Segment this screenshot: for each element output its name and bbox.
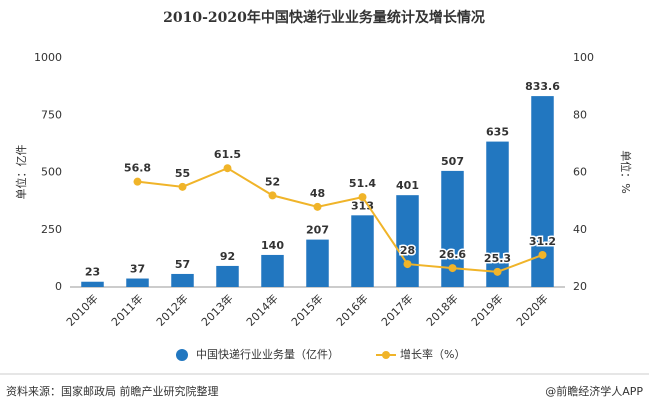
line-point (538, 250, 547, 259)
bar-value-label: 57 (175, 258, 190, 271)
bar (261, 254, 284, 287)
line-value-label: 25.3 (484, 252, 511, 265)
bar (486, 141, 509, 287)
line-value-label: 26.6 (439, 248, 466, 261)
y-tick-label: 250 (41, 223, 62, 236)
bar (351, 215, 374, 287)
y-axis-label: 单位：亿件 (14, 145, 28, 200)
bar-value-label: 833.6 (525, 80, 560, 93)
x-tick-label: 2013年 (198, 291, 235, 328)
bar-value-label: 635 (486, 126, 509, 139)
x-tick-label: 2016年 (333, 291, 370, 328)
line-point (178, 182, 187, 191)
x-tick-label: 2011年 (108, 291, 145, 328)
x-tick-label: 2015年 (288, 291, 325, 328)
x-tick-label: 2017年 (378, 291, 415, 328)
x-tick-label: 2012年 (153, 291, 190, 328)
legend-swatch (382, 351, 390, 359)
bar (531, 96, 554, 288)
line-value-label: 28 (400, 244, 415, 257)
bar-value-label: 401 (396, 179, 419, 192)
y2-tick-label: 40 (573, 223, 587, 236)
legend-label: 中国快递行业业务量（亿件） (196, 347, 339, 361)
line-value-label: 56.8 (124, 162, 151, 175)
y2-tick-label: 100 (573, 51, 594, 64)
bar (306, 239, 329, 287)
bar-value-label: 37 (130, 263, 145, 276)
y2-tick-label: 80 (573, 108, 587, 121)
bar-value-label: 207 (306, 224, 329, 237)
y-tick-label: 750 (41, 108, 62, 121)
bar (126, 278, 149, 287)
line-point (448, 264, 457, 273)
line-point (493, 267, 502, 276)
line-value-label: 51.4 (349, 177, 376, 190)
line-value-label: 61.5 (214, 148, 241, 161)
line (137, 167, 543, 273)
line-point (268, 191, 277, 200)
bar (216, 265, 239, 287)
bar-value-label: 140 (261, 239, 284, 252)
x-tick-label: 2019年 (468, 291, 505, 328)
bar-value-label: 313 (351, 199, 374, 212)
y2-tick-label: 60 (573, 166, 587, 179)
bar (171, 273, 194, 287)
legend-swatch (176, 349, 188, 361)
bar (396, 195, 419, 287)
legend-label: 增长率（%） (400, 347, 465, 361)
x-tick-label: 2010年 (63, 291, 100, 328)
x-tick-label: 2020年 (513, 291, 550, 328)
line-point (403, 260, 412, 269)
bar (81, 281, 104, 287)
y-tick-label: 0 (55, 280, 62, 293)
line-point (133, 177, 142, 186)
chart-title: 2010-2020年中国快递行业业务量统计及增长情况 (163, 9, 485, 26)
line-point (223, 164, 232, 173)
bar-value-label: 507 (441, 155, 464, 168)
line-value-label: 52 (265, 175, 280, 188)
source: 资料来源：国家邮政局 前瞻产业研究院整理 (6, 384, 219, 398)
bar (441, 170, 464, 287)
line-value-label: 48 (310, 187, 325, 200)
bar-value-label: 92 (220, 250, 235, 263)
line-value-label: 31.2 (529, 235, 556, 248)
y-tick-label: 500 (41, 166, 62, 179)
line-point (358, 193, 367, 202)
y2-tick-label: 20 (573, 280, 587, 293)
y-tick-label: 1000 (34, 51, 62, 64)
line-value-label: 55 (175, 167, 190, 180)
credit: @前瞻经济学人APP (545, 384, 643, 398)
x-tick-label: 2018年 (423, 291, 460, 328)
x-tick-label: 2014年 (243, 291, 280, 328)
y2-axis-label: 单位：% (619, 150, 633, 193)
line-point (313, 202, 322, 211)
bar-value-label: 23 (85, 266, 100, 279)
